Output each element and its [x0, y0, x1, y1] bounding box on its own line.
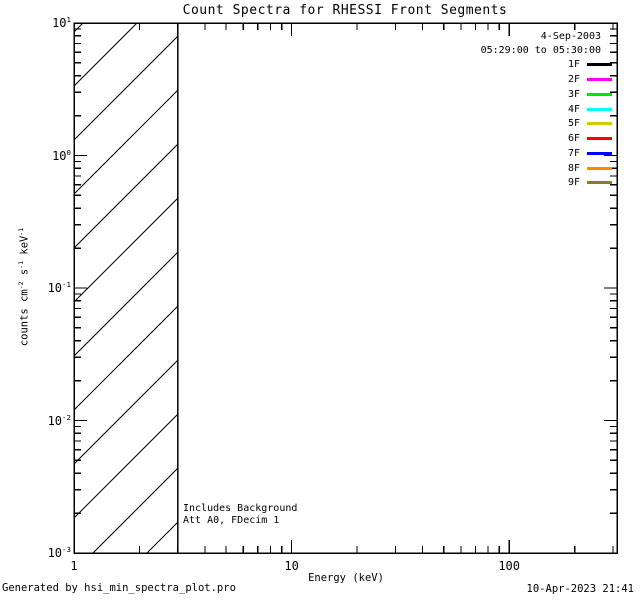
legend-entries: 1F 2F 3F 4F 5F 6F 7F 8F 9F: [478, 58, 612, 191]
legend-entry: 3F: [478, 87, 612, 102]
legend-entry-label: 5F: [567, 118, 580, 130]
y-tick-label: 10-2: [47, 412, 71, 428]
legend-color-swatch: [587, 122, 612, 126]
legend-entry-label: 1F: [567, 59, 580, 71]
legend-color-swatch: [587, 78, 612, 82]
annotation-includes-background: Includes Background: [183, 503, 298, 514]
chart-title: Count Spectra for RHESSI Front Segments: [182, 3, 508, 18]
legend-entry: 7F: [478, 146, 612, 161]
legend-color-swatch: [587, 63, 612, 67]
x-axis-label: Energy (keV): [308, 572, 384, 584]
legend-color-swatch: [587, 181, 612, 185]
legend-entry-label: 8F: [567, 162, 580, 174]
x-tick-label: 1: [70, 559, 78, 573]
y-tick-label: 10-3: [47, 545, 71, 560]
y-tick-label: 10-1: [47, 280, 71, 295]
hatch-region: [74, 23, 178, 553]
annotation-block: Includes Background Att A0, FDecim 1: [183, 503, 297, 526]
legend-date: 4-Sep-2003: [540, 31, 601, 42]
legend-entry-label: 2F: [567, 74, 580, 86]
y-tick-label: 100: [52, 147, 71, 163]
axis-ticks: [73, 22, 617, 554]
y-axis-label: counts cm-2 s-1 keV-1: [17, 227, 31, 347]
legend-entry: 4F: [478, 102, 612, 117]
y-tick-label: 101: [52, 15, 71, 30]
legend-entry: 9F: [478, 176, 612, 191]
legend-color-swatch: [587, 107, 612, 111]
legend-time-range: 05:29:00 to 05:30:00: [480, 45, 601, 56]
legend-color-swatch: [587, 137, 612, 141]
legend-entry: 1F: [478, 58, 612, 73]
legend-entry-label: 9F: [567, 177, 580, 189]
legend-entry-label: 4F: [567, 103, 580, 115]
legend-entry-label: 7F: [567, 147, 580, 159]
legend-color-swatch: [587, 151, 612, 155]
legend-entry-label: 6F: [567, 133, 580, 145]
legend-entry: 5F: [478, 117, 612, 132]
legend-entry-label: 3F: [567, 88, 580, 100]
legend-color-swatch: [587, 166, 612, 170]
x-tick-label: 100: [498, 559, 521, 573]
legend-color-swatch: [587, 92, 612, 96]
annotation-attenuator-state: Att A0, FDecim 1: [183, 514, 280, 526]
legend-entry: 6F: [478, 131, 612, 146]
generator-credit: Generated by hsi_min_spectra_plot.pro: [2, 582, 236, 594]
legend-entry: 2F: [478, 72, 612, 87]
legend-entry: 8F: [478, 161, 612, 176]
render-timestamp: 10-Apr-2023 21:41: [526, 583, 634, 595]
x-tick-label: 10: [284, 559, 299, 573]
